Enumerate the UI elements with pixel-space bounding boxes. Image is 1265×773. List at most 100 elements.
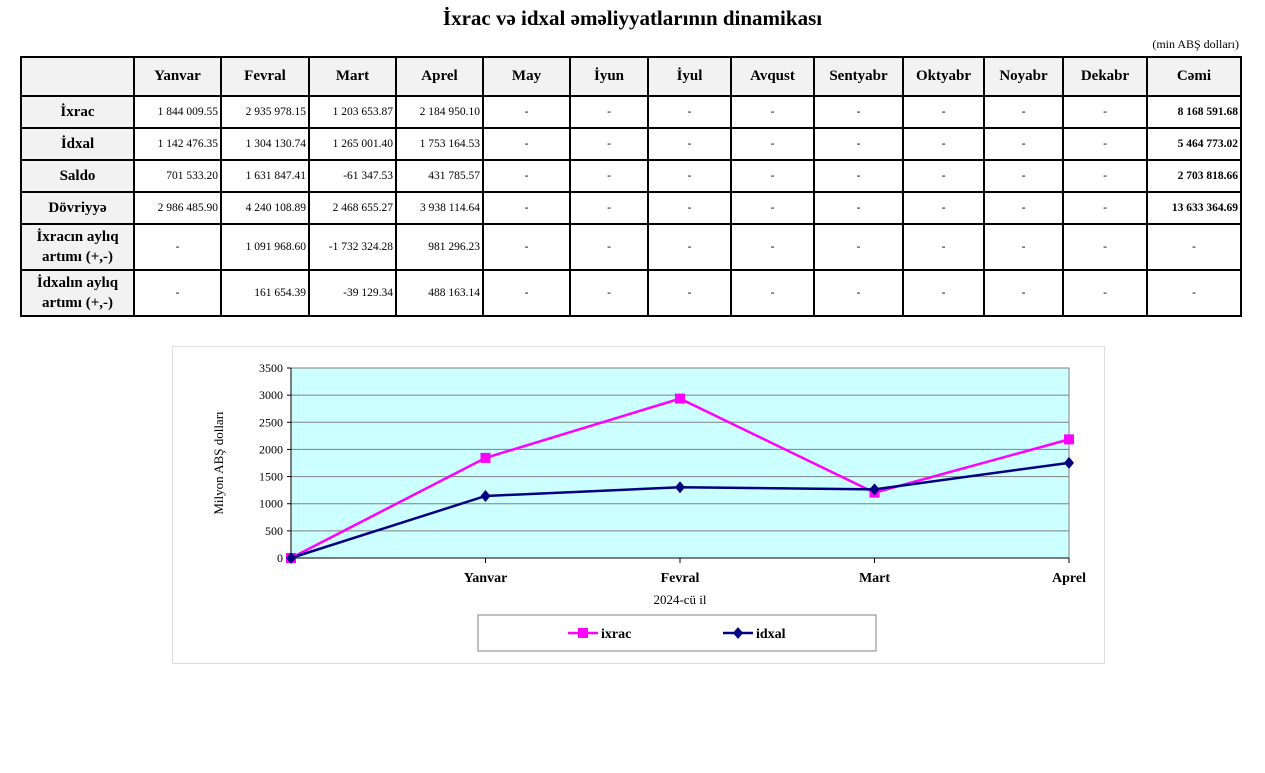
- x-tick-label: Yanvar: [464, 571, 508, 586]
- table-cell: -: [730, 269, 815, 317]
- table-cell: -: [983, 159, 1064, 193]
- legend-label: ixrac: [601, 627, 631, 642]
- table-cell: -: [569, 159, 649, 193]
- y-tick-label: 1500: [259, 470, 283, 484]
- table-cell: 1 304 130.74: [220, 127, 310, 161]
- table-cell: -: [647, 223, 732, 271]
- column-header: Cəmi: [1146, 56, 1242, 97]
- column-header: May: [482, 56, 571, 97]
- column-header: Fevral: [220, 56, 310, 97]
- x-tick-label: Mart: [859, 571, 890, 586]
- table-cell: -: [730, 95, 815, 129]
- table-cell: -: [983, 127, 1064, 161]
- table-cell: 2 935 978.15: [220, 95, 310, 129]
- total-cell: 2 703 818.66: [1146, 159, 1242, 193]
- table-cell: -: [482, 191, 571, 225]
- column-header: İyul: [647, 56, 732, 97]
- table-cell: -: [813, 127, 904, 161]
- table-cell: -: [902, 127, 985, 161]
- table-cell: -: [1062, 95, 1148, 129]
- table-row: İxrac 1 844 009.55 2 935 978.15 1 203 653.8…: [20, 95, 1242, 129]
- table-cell: -1 732 324.28: [308, 223, 397, 271]
- table-cell: -: [813, 269, 904, 317]
- table-cell: 1 631 847.41: [220, 159, 310, 193]
- table-cell: -: [647, 159, 732, 193]
- table-cell: -: [569, 269, 649, 317]
- y-tick-label: 500: [265, 524, 283, 538]
- legend: [477, 614, 877, 652]
- data-point-idxal: [480, 489, 491, 502]
- table-cell: -: [730, 159, 815, 193]
- row-label: İxrac: [20, 95, 135, 129]
- column-header: Oktyabr: [902, 56, 985, 97]
- table-cell: -: [647, 127, 732, 161]
- table-cell: -: [813, 159, 904, 193]
- table-row: İdxalın aylıq artımı (+,-) -161 654.39 -39…: [20, 269, 1242, 317]
- table-cell: -: [730, 127, 815, 161]
- table-row: İdxal 1 142 476.35 1 304 130.74 1 265 001.4…: [20, 127, 1242, 161]
- table-cell: -: [569, 191, 649, 225]
- page-title: İxrac və idxal əməliyyatlarının dinamika…: [442, 6, 823, 30]
- data-point-idxal: [1064, 456, 1074, 469]
- total-cell: -: [1146, 269, 1242, 317]
- table-cell: -: [569, 223, 649, 271]
- column-header: Avqust: [730, 56, 815, 97]
- table-cell: -: [983, 223, 1064, 271]
- y-tick-label: 0: [277, 551, 283, 565]
- table-cell: -: [902, 95, 985, 129]
- column-header: Mart: [308, 56, 397, 97]
- table-cell: -: [730, 223, 815, 271]
- y-tick-label: 3500: [259, 361, 283, 375]
- x-tick-label: Fevral: [661, 571, 700, 586]
- table-cell: 161 654.39: [220, 269, 310, 317]
- data-table: Yanvar Fevral Mart Aprel May İyun İyul Avqust Se…: [20, 56, 1242, 317]
- table-cell: -: [902, 223, 985, 271]
- table-cell: -: [647, 269, 732, 317]
- table-cell: -: [647, 95, 732, 129]
- table-cell: -: [569, 127, 649, 161]
- table-cell: -: [482, 95, 571, 129]
- table-row: Saldo 701 533.20 1 631 847.41 -61 347.53 431…: [20, 159, 1242, 193]
- y-tick-label: 2000: [259, 442, 283, 456]
- table-cell: -61 347.53: [308, 159, 397, 193]
- table-cell: -: [983, 95, 1064, 129]
- table-cell: -: [647, 191, 732, 225]
- data-point-idxal: [286, 552, 296, 564]
- table-cell: -: [902, 191, 985, 225]
- row-label: İxracın aylıq artımı (+,-): [20, 223, 135, 271]
- y-tick-label: 3000: [259, 388, 283, 402]
- table-cell: 981 296.23: [395, 223, 484, 271]
- table-cell: 2 468 655.27: [308, 191, 397, 225]
- table-cell: 1 844 009.55: [133, 95, 222, 129]
- table-cell: 2 986 485.90: [133, 191, 222, 225]
- y-axis-label: Milyon ABŞ dolları: [211, 411, 226, 515]
- legend-marker-ixrac: [578, 628, 588, 638]
- table-cell: -: [813, 223, 904, 271]
- table-cell: -: [813, 191, 904, 225]
- column-header: Dekabr: [1062, 56, 1148, 97]
- column-header: Noyabr: [983, 56, 1064, 97]
- x-tick-label: Aprel: [1052, 571, 1086, 586]
- y-tick-label: 2500: [259, 415, 283, 429]
- table-cell: -: [1062, 191, 1148, 225]
- table-cell: 3 938 114.64: [395, 191, 484, 225]
- legend-marker-idxal: [733, 627, 743, 639]
- table-cell: 431 785.57: [395, 159, 484, 193]
- table-cell: -: [482, 223, 571, 271]
- table-cell: -: [813, 95, 904, 129]
- column-header: İyun: [569, 56, 649, 97]
- table-cell: 1 265 001.40: [308, 127, 397, 161]
- table-cell: 1 203 653.87: [308, 95, 397, 129]
- column-header: Sentyabr: [813, 56, 904, 97]
- line-chart: 0 500 1000 1500 2000 2500 3000 3500 Yanvar Fevral…: [211, 361, 1086, 652]
- total-cell: -: [1146, 223, 1242, 271]
- table-cell: -: [482, 127, 571, 161]
- row-label: Saldo: [20, 159, 135, 193]
- data-point-ixrac: [675, 393, 685, 404]
- table-cell: 1 753 164.53: [395, 127, 484, 161]
- table-cell: -: [983, 191, 1064, 225]
- data-point-idxal: [869, 483, 880, 496]
- table-cell: 1 091 968.60: [220, 223, 310, 271]
- table-row: Dövriyyə 2 986 485.90 4 240 108.89 2 468 65…: [20, 191, 1242, 225]
- table-cell: 4 240 108.89: [220, 191, 310, 225]
